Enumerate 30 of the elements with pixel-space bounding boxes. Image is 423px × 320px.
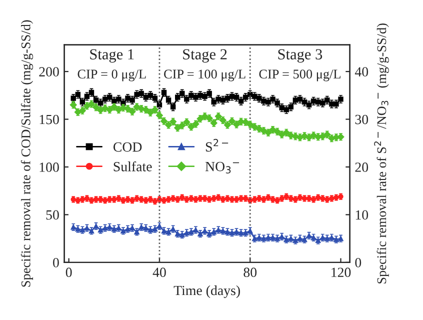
y-axis-title: Specific removal rate of COD/Sulfate (mg/g-SS/d) <box>20 20 34 287</box>
legend-label: Sulfate <box>114 161 152 172</box>
legend-label: NO$_{3}$$^{−}$ <box>205 162 240 174</box>
x-tick-label: 0 <box>66 268 72 278</box>
y-tick-label: 200 <box>39 67 59 76</box>
y-tick-label: 50 <box>46 210 59 220</box>
y2-tick-label: 30 <box>355 114 368 124</box>
annotation: Stage 3 <box>278 49 322 63</box>
point <box>188 123 195 130</box>
y-tick-label: 100 <box>40 162 59 172</box>
y2-tick-label: 40 <box>354 67 368 76</box>
x-tick-label: 40 <box>152 268 166 278</box>
y2-tick-label: 10 <box>356 210 368 220</box>
annotation: Stage 2 <box>183 49 227 63</box>
point <box>264 129 272 136</box>
annotation: CIP = 500 μg/L <box>259 70 340 82</box>
y2-axis-title: Specific removal rate of S$^{2−}$/NO$_{3}$$^{−}$ (mg/g-SS/d) <box>374 24 389 284</box>
y2-tick-label: 20 <box>355 162 368 172</box>
annotation: CIP = 100 μg/L <box>164 70 246 82</box>
y-tick-label: 150 <box>40 114 59 124</box>
x-tick-label: 80 <box>244 268 257 278</box>
legend-label: S$^{2−}$ <box>206 138 228 152</box>
point <box>128 108 136 116</box>
y2-tick-label: 0 <box>355 258 362 268</box>
x-tick-label: 120 <box>332 268 351 278</box>
annotation: Stage 1 <box>90 49 134 63</box>
x-axis-title: Time (days) <box>174 285 240 298</box>
y-tick-label: 0 <box>53 258 59 268</box>
legend-label: COD <box>113 142 142 152</box>
annotation: CIP = 0 μg/L <box>78 70 146 82</box>
